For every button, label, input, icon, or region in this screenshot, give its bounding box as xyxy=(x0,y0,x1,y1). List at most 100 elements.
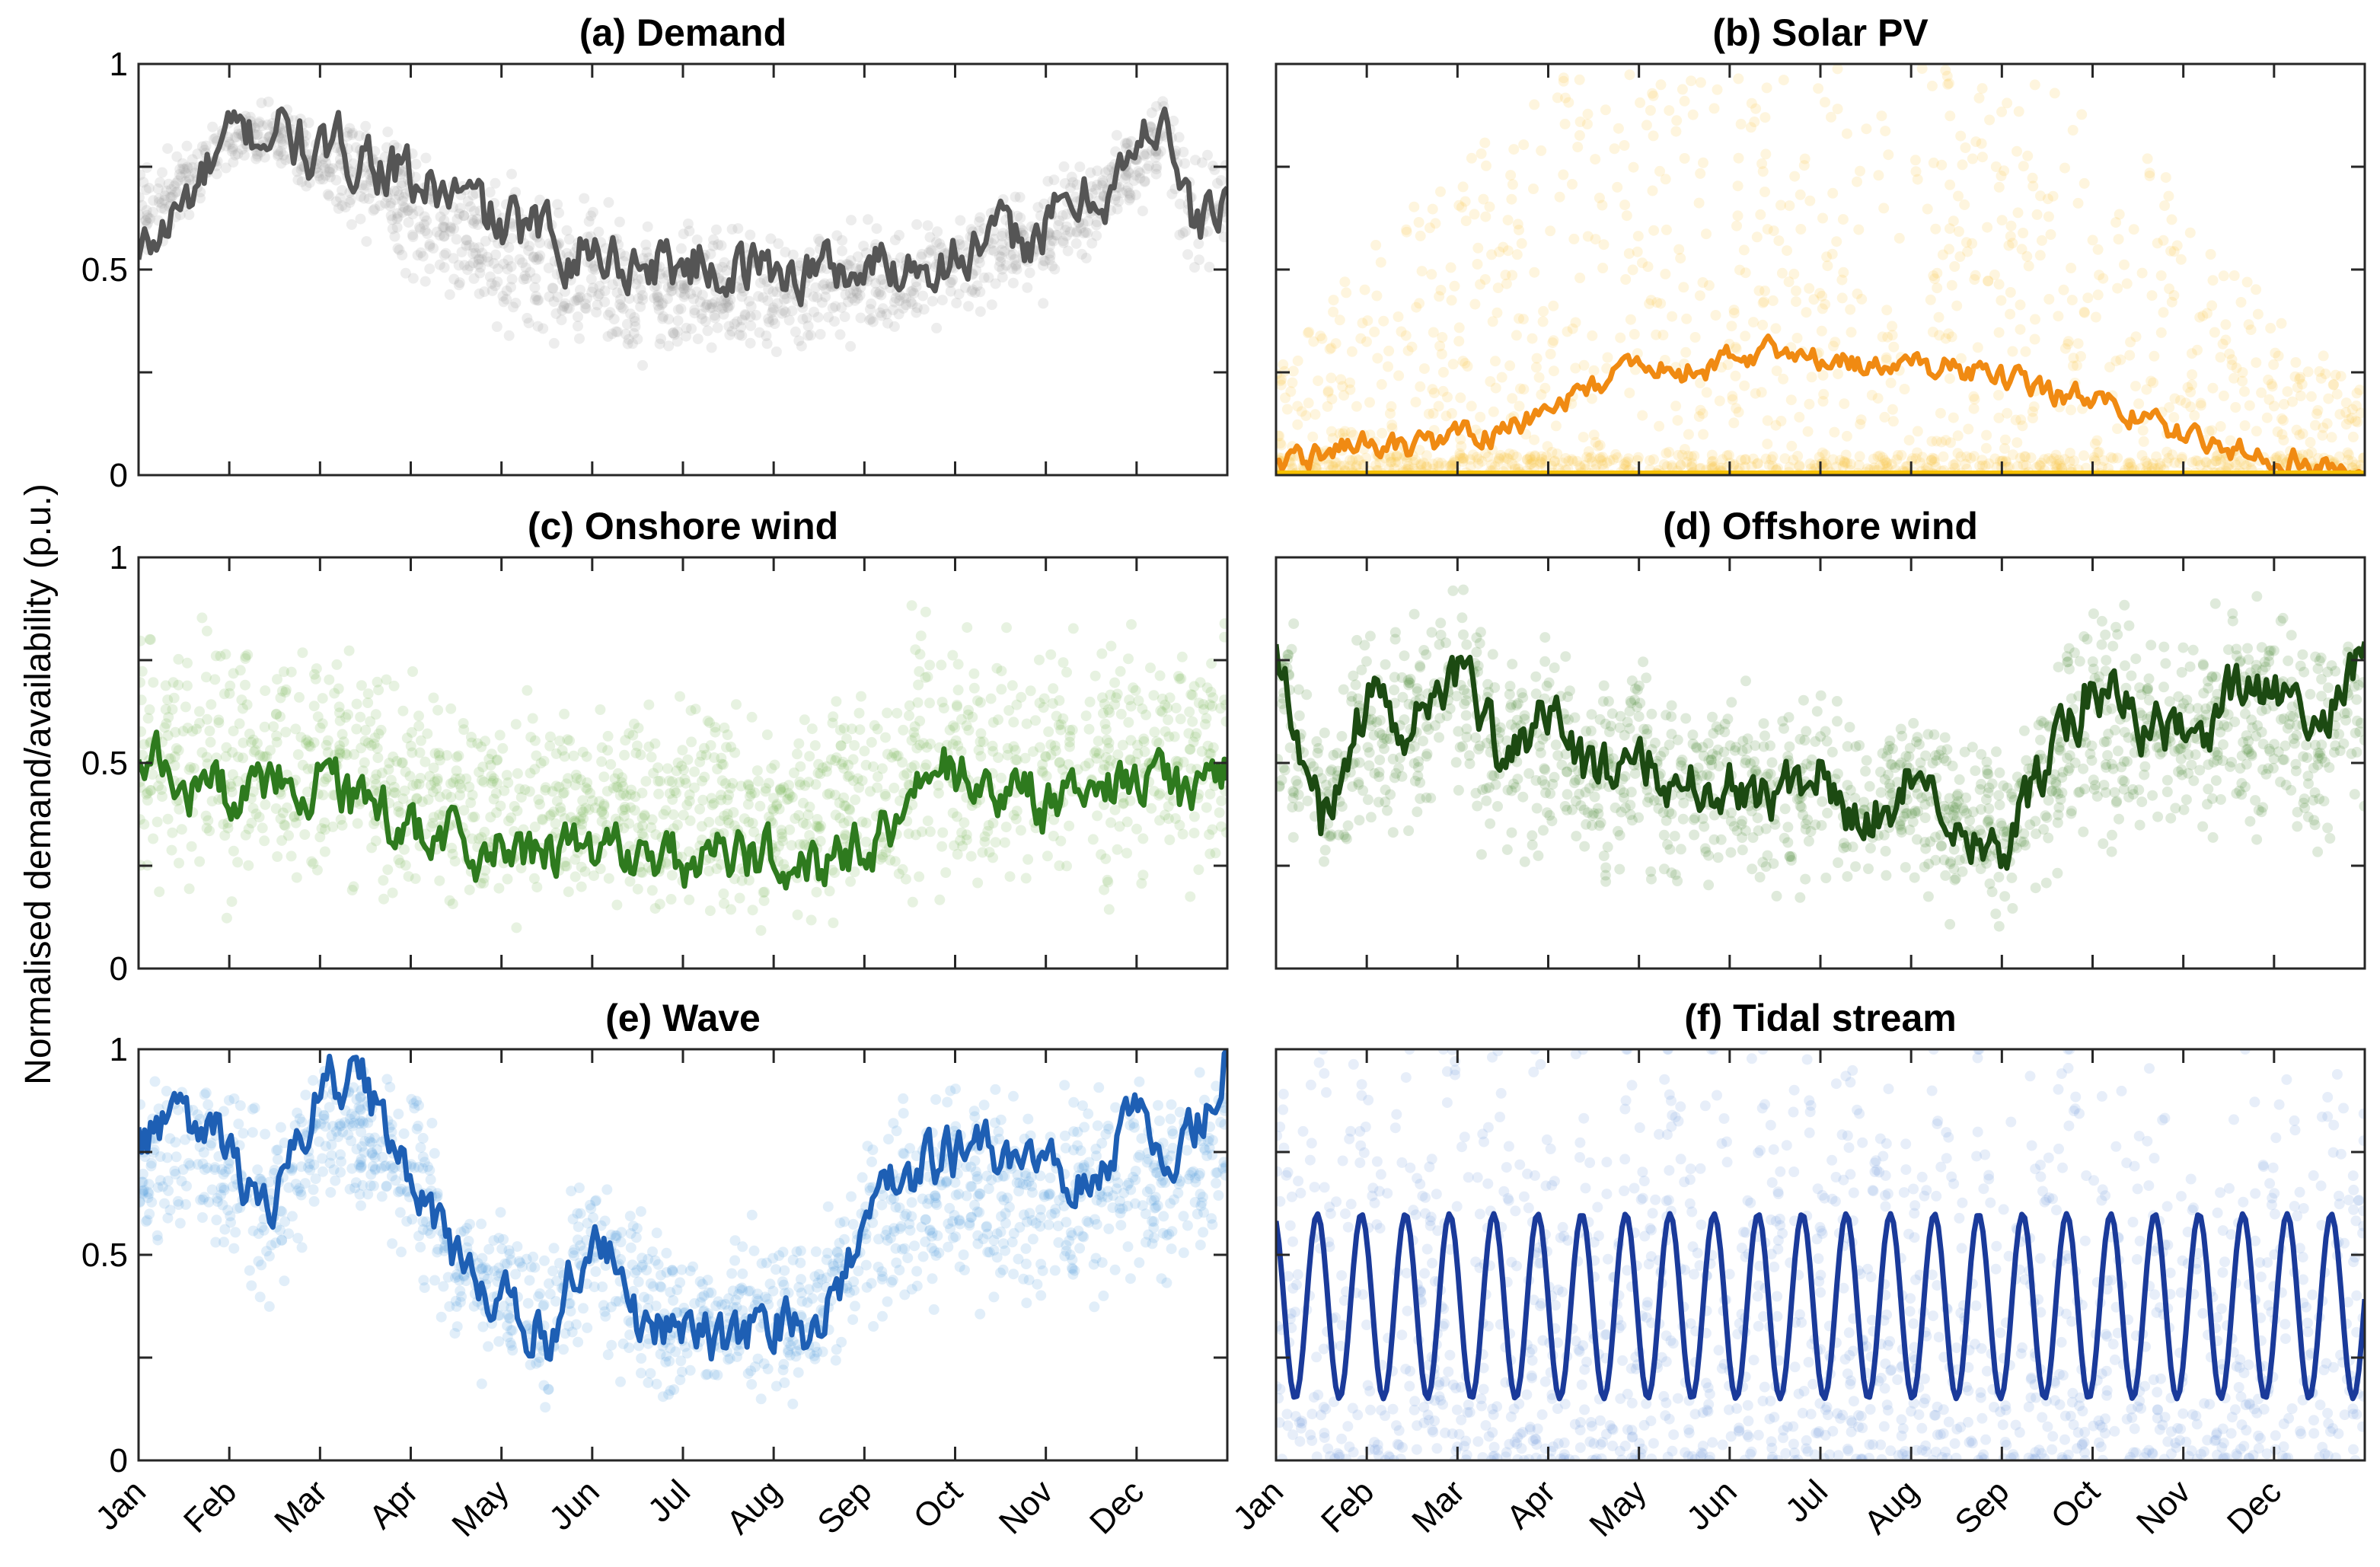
data-point xyxy=(963,725,975,736)
data-point xyxy=(2166,214,2177,225)
data-point xyxy=(316,823,327,835)
data-point xyxy=(596,806,608,818)
data-point xyxy=(449,856,461,867)
data-point xyxy=(362,737,374,748)
data-point xyxy=(1350,462,1361,474)
data-point xyxy=(2088,452,2100,463)
data-point xyxy=(1042,176,1054,187)
data-point xyxy=(748,826,760,838)
data-point xyxy=(458,260,470,271)
data-point xyxy=(2092,289,2104,301)
data-point xyxy=(947,274,959,286)
data-point xyxy=(356,680,367,691)
data-point xyxy=(830,755,841,766)
data-point xyxy=(1177,228,1188,239)
data-point xyxy=(794,839,806,851)
data-point xyxy=(455,773,466,784)
data-point xyxy=(147,769,158,780)
data-point xyxy=(834,329,846,340)
data-point xyxy=(1960,237,1972,248)
data-point xyxy=(1844,722,1855,732)
data-point xyxy=(767,304,779,315)
data-point xyxy=(972,695,983,707)
data-point xyxy=(1044,229,1055,241)
data-point xyxy=(622,338,633,349)
data-point xyxy=(692,334,703,345)
data-point xyxy=(952,849,963,860)
data-point xyxy=(1051,710,1062,722)
data-point xyxy=(569,780,581,791)
data-point xyxy=(1933,749,1945,761)
data-point xyxy=(1292,355,1303,366)
data-point xyxy=(854,289,866,301)
data-point xyxy=(1437,385,1449,397)
data-point xyxy=(522,685,533,696)
data-point xyxy=(341,749,353,761)
data-point xyxy=(514,784,525,795)
data-point xyxy=(1048,174,1060,186)
data-point xyxy=(537,814,548,825)
data-point xyxy=(914,715,926,726)
data-point xyxy=(1746,806,1757,817)
data-point xyxy=(753,775,764,787)
data-point xyxy=(1765,768,1776,780)
data-point xyxy=(579,302,591,314)
data-point xyxy=(162,694,174,706)
data-point xyxy=(589,264,601,276)
data-point xyxy=(1648,454,1659,465)
data-point xyxy=(1714,395,1725,407)
data-point xyxy=(593,226,605,238)
data-point xyxy=(1344,455,1355,466)
data-point xyxy=(933,780,944,791)
data-point xyxy=(1785,394,1797,406)
data-point xyxy=(2075,351,2086,362)
data-point xyxy=(1457,181,1469,193)
data-point xyxy=(602,330,614,342)
data-point xyxy=(1506,785,1517,796)
data-point xyxy=(557,745,568,756)
data-point xyxy=(2302,448,2314,460)
data-point xyxy=(599,286,611,297)
data-point xyxy=(1103,761,1115,773)
panel-title: (c) Onshore wind xyxy=(528,505,838,547)
data-point xyxy=(913,679,924,691)
data-point xyxy=(403,871,414,882)
data-point xyxy=(2031,209,2043,220)
data-point xyxy=(1170,755,1182,767)
data-point xyxy=(1502,245,1514,257)
data-point xyxy=(286,851,297,862)
data-point xyxy=(1622,453,1634,464)
data-point xyxy=(560,860,571,872)
data-point xyxy=(200,672,212,683)
data-point xyxy=(2116,761,2127,773)
data-point xyxy=(1734,264,1745,276)
data-point xyxy=(668,327,679,338)
data-point xyxy=(299,829,311,840)
data-point xyxy=(192,148,203,160)
data-point xyxy=(1758,296,1769,308)
data-point xyxy=(911,307,922,318)
data-point xyxy=(763,313,774,324)
data-point xyxy=(1579,460,1590,471)
data-point xyxy=(483,754,495,764)
data-point xyxy=(2027,172,2038,184)
data-point xyxy=(694,296,706,308)
data-point xyxy=(1098,764,1109,775)
data-point xyxy=(1109,677,1121,688)
data-point xyxy=(2222,721,2233,732)
data-point xyxy=(831,696,842,707)
data-point xyxy=(1185,744,1196,755)
data-point xyxy=(1074,161,1086,173)
data-point xyxy=(506,233,518,244)
data-point xyxy=(1131,170,1141,181)
data-point xyxy=(1204,848,1216,860)
data-point xyxy=(390,194,401,206)
data-point xyxy=(331,659,343,670)
data-point xyxy=(1935,841,1947,852)
data-point xyxy=(1413,217,1424,228)
data-point xyxy=(346,885,358,895)
data-point xyxy=(1179,158,1191,169)
data-point xyxy=(1697,277,1708,288)
data-point xyxy=(2276,413,2287,424)
data-point xyxy=(2053,311,2064,322)
